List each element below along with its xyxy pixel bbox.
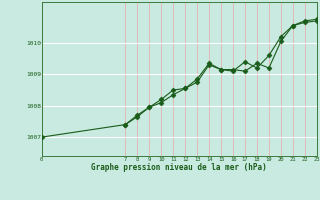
- X-axis label: Graphe pression niveau de la mer (hPa): Graphe pression niveau de la mer (hPa): [91, 163, 267, 172]
